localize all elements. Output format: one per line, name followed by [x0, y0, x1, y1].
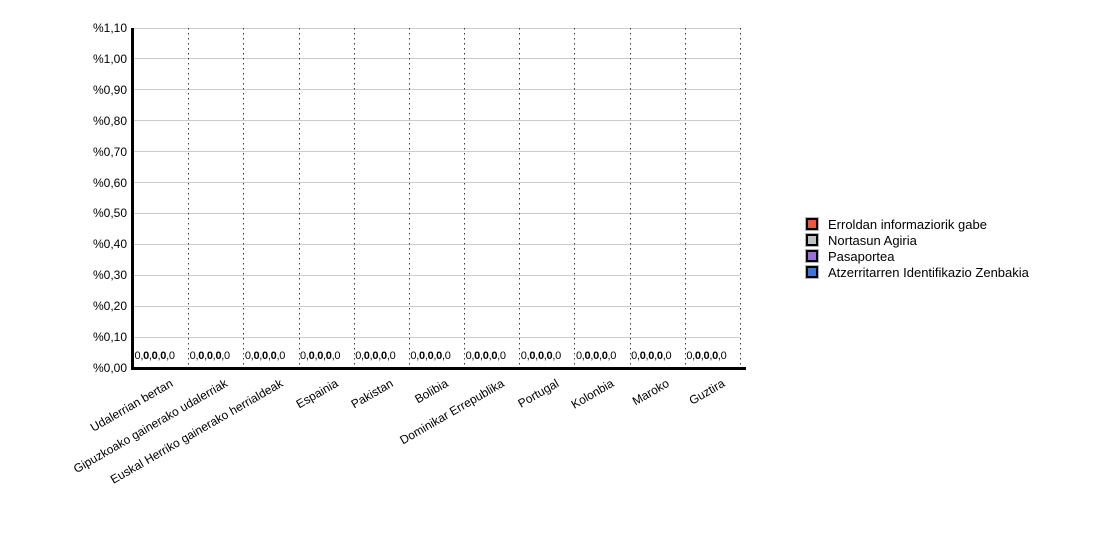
y-gridline: [133, 89, 740, 91]
y-gridline: [133, 274, 740, 276]
x-gridline-dotted: [740, 28, 741, 368]
y-gridline: [133, 243, 740, 245]
y-tick-label: %0,30: [92, 268, 127, 283]
y-tick-label: %0,40: [92, 237, 127, 252]
x-gridline-dotted: [408, 28, 410, 368]
value-labels: 0,0,0,0,0: [189, 350, 230, 362]
value-labels: 0,0,0,0,0: [520, 350, 561, 362]
value-labels: 0,0,0,0,0: [686, 350, 727, 362]
legend-swatch-icon: [806, 250, 818, 262]
legend-label: Atzerritarren Identifikazio Zenbakia: [828, 264, 1029, 280]
y-tick-label: %0,20: [92, 299, 127, 314]
x-gridline-dotted: [629, 28, 631, 368]
y-tick-label: %0,80: [92, 113, 127, 128]
x-gridline-dotted: [298, 28, 300, 368]
legend-swatch-icon: [806, 218, 818, 230]
y-tick-label: %0,50: [92, 206, 127, 221]
y-tick-label: %0,90: [92, 82, 127, 97]
y-tick-label: %0,60: [92, 175, 127, 190]
category-label: Kolonbia: [569, 376, 617, 412]
y-gridline: [133, 182, 740, 184]
y-tick-label: %0,10: [92, 330, 127, 345]
value-labels: 0,0,0,0,0: [410, 350, 451, 362]
x-gridline-dotted: [464, 28, 466, 368]
y-gridline: [133, 58, 740, 60]
legend-swatch-icon: [806, 234, 818, 246]
y-gridline: [133, 27, 740, 29]
y-tick-label: %1,00: [92, 51, 127, 66]
legend-label: Pasaportea: [828, 248, 895, 264]
category-label: Guztira: [686, 376, 727, 408]
category-label: Pakistan: [348, 376, 396, 412]
y-gridline: [133, 151, 740, 153]
y-gridline: [133, 120, 740, 122]
x-gridline-dotted: [519, 28, 521, 368]
legend-item: Nortasun Agiria: [805, 232, 1029, 248]
category-label: Espainia: [293, 376, 341, 412]
value-labels: 0,0,0,0,0: [575, 350, 617, 362]
y-tick-label: %0,70: [92, 144, 127, 159]
legend-label: Nortasun Agiria: [828, 232, 917, 248]
legend: Erroldan informaziorik gabe Nortasun Agir…: [805, 216, 1029, 280]
x-gridline-dotted: [353, 28, 355, 368]
legend-swatch-icon: [806, 266, 818, 278]
x-gridline-dotted: [574, 28, 576, 368]
value-labels: 0,0,0,0,0: [465, 350, 506, 362]
y-gridline: [133, 336, 740, 338]
x-gridline-dotted: [684, 28, 686, 368]
x-gridline-dotted: [188, 28, 190, 368]
x-gridline-dotted: [243, 28, 245, 368]
legend-item: Atzerritarren Identifikazio Zenbakia: [805, 264, 1029, 280]
y-gridline: [133, 305, 740, 307]
y-gridline: [133, 212, 740, 214]
value-labels: 0,0,0,0,0: [355, 350, 396, 362]
category-label: Portugal: [515, 376, 562, 411]
legend-item: Pasaportea: [805, 248, 1029, 264]
y-axis-line: [131, 28, 134, 370]
legend-label: Erroldan informaziorik gabe: [828, 216, 987, 232]
category-label: Dominikar Errepublika: [396, 376, 507, 448]
value-labels: 0,0,0,0,0: [244, 350, 286, 362]
value-labels: 0,0,0,0,0: [300, 350, 341, 362]
value-labels: 0,0,0,0,0: [134, 350, 175, 362]
y-tick-label: %1,10: [92, 21, 127, 35]
legend-item: Erroldan informaziorik gabe: [805, 216, 1029, 232]
value-labels: 0,0,0,0,0: [631, 350, 672, 362]
category-label: Bolibia: [412, 376, 451, 407]
x-axis-line: [131, 367, 746, 370]
category-label: Maroko: [630, 376, 672, 409]
y-tick-label: %0,00: [92, 361, 127, 375]
